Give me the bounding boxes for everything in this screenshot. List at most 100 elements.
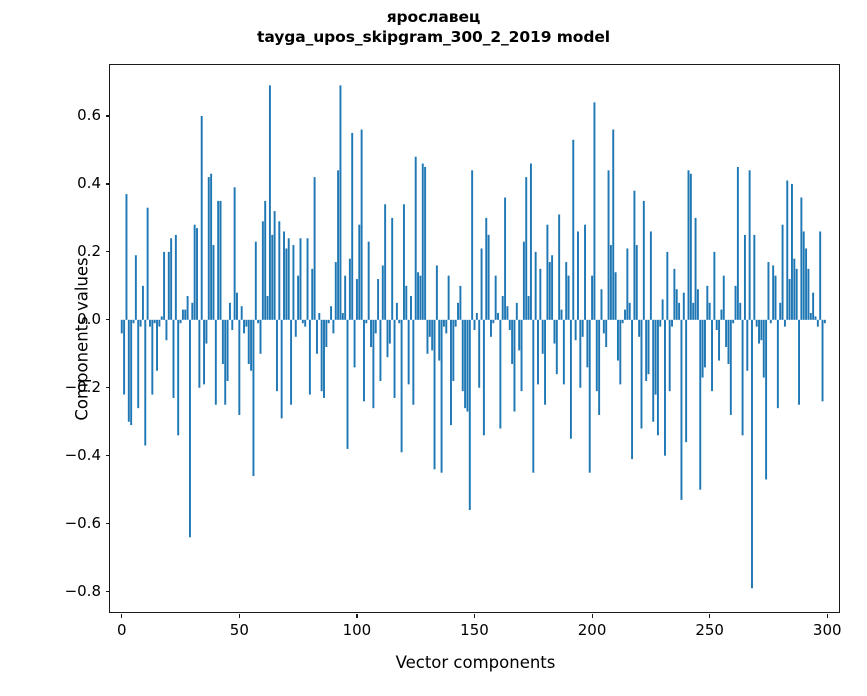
bar (626, 248, 629, 320)
bar (548, 262, 551, 320)
bar (581, 319, 584, 337)
x-tick-mark (709, 614, 711, 618)
bar (459, 285, 462, 320)
y-tick-mark (106, 183, 110, 185)
bar (572, 139, 575, 320)
bar (153, 319, 156, 324)
bar (513, 319, 516, 412)
bar (783, 319, 786, 327)
bar (609, 245, 612, 320)
x-tick-mark (238, 614, 240, 618)
bar (224, 319, 227, 405)
bar (221, 319, 224, 364)
bar (438, 319, 441, 361)
bar (478, 319, 481, 388)
bar (146, 207, 149, 320)
bar (452, 319, 455, 381)
bar (652, 319, 655, 422)
bar (708, 302, 711, 320)
bar (426, 319, 429, 354)
bar (614, 272, 617, 320)
bar (616, 319, 619, 361)
bar (588, 319, 591, 473)
bar (304, 319, 307, 327)
bar (497, 313, 499, 320)
bar (261, 221, 264, 320)
bar (793, 258, 796, 320)
bar (151, 319, 154, 395)
bar (139, 319, 142, 327)
bar (377, 279, 380, 320)
y-tick-mark (106, 591, 110, 593)
bar (499, 319, 502, 429)
bar (395, 302, 398, 320)
bar (137, 319, 140, 409)
bar (339, 85, 342, 320)
bar (271, 234, 274, 320)
bar (454, 319, 457, 327)
bar (673, 268, 676, 320)
bar (755, 319, 758, 327)
x-tick-label: 200 (577, 621, 607, 639)
bar (741, 319, 744, 436)
bar (779, 302, 782, 320)
bar (381, 265, 384, 320)
bar (743, 234, 746, 320)
bar (435, 265, 438, 320)
bar (120, 319, 123, 334)
bar (278, 221, 281, 320)
bar (701, 319, 704, 378)
bar (332, 319, 335, 334)
bar (565, 262, 568, 320)
bar (725, 319, 728, 347)
bar (290, 319, 293, 405)
y-tick-label: −0.4 (64, 445, 101, 464)
chart-title-line1: ярославец (386, 8, 481, 26)
bar (567, 275, 570, 320)
bar (205, 319, 208, 344)
x-axis-label: Vector components (395, 653, 556, 672)
bar (156, 319, 158, 371)
bar (228, 302, 231, 320)
bar (788, 279, 791, 320)
bar (198, 319, 201, 388)
bar (214, 319, 217, 405)
bar (391, 217, 394, 320)
bar (569, 319, 572, 439)
bar (236, 292, 238, 320)
bar (370, 319, 372, 347)
y-tick-label: 0.4 (77, 173, 101, 192)
bar (130, 319, 133, 426)
y-tick-label: 0.0 (77, 309, 101, 328)
bar (612, 129, 615, 320)
bar (732, 319, 735, 324)
bar (814, 316, 817, 320)
bar (769, 319, 772, 324)
bar (560, 309, 563, 320)
x-tick-mark (474, 614, 476, 618)
bar (624, 309, 626, 320)
bar (247, 319, 250, 364)
bar (680, 319, 683, 500)
bar (501, 296, 504, 320)
bar (522, 241, 525, 320)
bar (280, 319, 283, 419)
bar (579, 319, 582, 388)
x-tick-label: 300 (812, 621, 842, 639)
bar (238, 319, 241, 415)
bar (240, 306, 243, 320)
bar (127, 319, 130, 422)
chart-title: ярославец tayga_upos_skipgram_300_2_2019… (0, 8, 867, 48)
bar (645, 319, 648, 381)
bar (165, 319, 168, 341)
bar (353, 319, 356, 368)
bar (144, 319, 147, 446)
bar (398, 319, 401, 324)
bar (823, 319, 826, 324)
bar (254, 241, 257, 320)
bar (268, 85, 271, 320)
x-tick-label: 50 (229, 621, 249, 639)
bar (786, 180, 789, 320)
bar (760, 319, 763, 341)
bar (355, 279, 358, 320)
